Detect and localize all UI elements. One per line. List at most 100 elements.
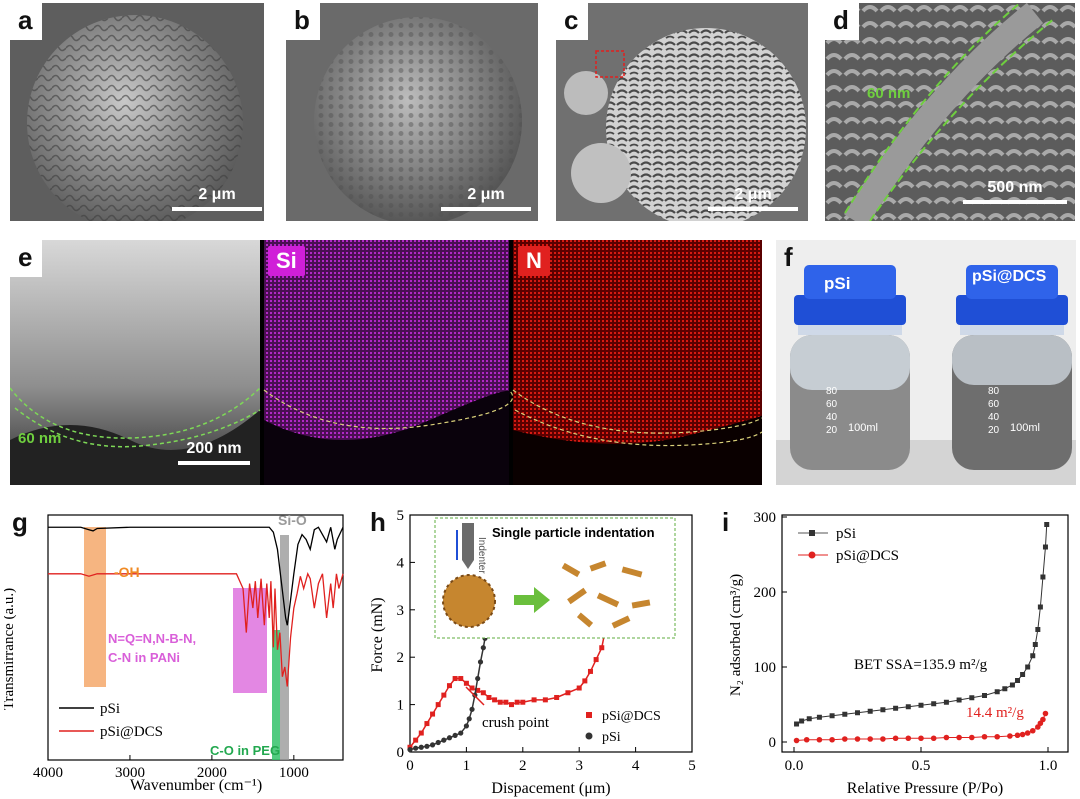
scale-bar-label: 200 nm: [186, 440, 242, 457]
h-point-psi-dcs: [587, 668, 593, 674]
bet-ssa-psi: BET SSA=135.9 m²/g: [854, 657, 988, 673]
h-point-psi: [458, 730, 464, 736]
i-point-psi: [806, 716, 812, 722]
panel-label: f: [784, 242, 793, 272]
h-point-psi-dcs: [441, 692, 447, 698]
h-point-psi-dcs: [463, 680, 469, 686]
i-point-psi: [867, 708, 873, 714]
panel-g-ftir-chart: 4000 3000 2000 1000 Transmirrance (a.u.) Wa…: [4, 505, 350, 799]
thickness-label: 60 nm: [18, 430, 62, 447]
crush-point-label: crush point: [482, 715, 550, 731]
intact-particle-icon: [443, 575, 495, 627]
h-point-psi-dcs: [430, 711, 436, 717]
scale-bar-label: 2 μm: [467, 186, 505, 203]
i-point-psi: [842, 711, 848, 717]
h-point-psi: [452, 732, 458, 739]
h-y-tick-label: 3: [397, 603, 405, 619]
i-point-psi-dcs: [854, 736, 861, 742]
bottle-volume-left: 100ml: [848, 422, 878, 434]
indentation-chart: 0 1 2 3 4 5 0 1 2 3 4 5 Indenter Single particle in…: [369, 508, 696, 797]
h-point-psi: [469, 706, 475, 712]
i-y-axis-label: N₂ adsorbed (cm³/g): [728, 574, 744, 696]
i-point-psi: [855, 710, 860, 716]
thickness-label: 60 nm: [867, 85, 911, 102]
i-x-tick-label: 0.0: [785, 758, 804, 774]
i-point-psi-dcs: [803, 736, 810, 743]
bottle-label-psi-dcs: pSi@DCS: [972, 268, 1047, 285]
i-point-psi-dcs: [842, 736, 848, 742]
panel-b-sem-image: b 2 μm: [286, 3, 538, 221]
i-point-psi: [794, 721, 800, 727]
g-x-axis-label: Wavenumber (cm⁻¹): [130, 777, 262, 794]
g-y-axis-label: Transmirrance (a.u.): [4, 588, 17, 710]
bet-ssa-psi-dcs: 14.4 m²/g: [966, 705, 1024, 721]
scale-bar-label: 2 μm: [734, 186, 772, 203]
g-series-line-0: [48, 526, 344, 626]
scale-bar: 500 nm: [963, 179, 1067, 204]
i-point-psi-dcs: [969, 734, 975, 741]
h-point-psi-dcs: [446, 683, 452, 689]
i-point-psi-dcs: [956, 734, 962, 741]
si-map-tag: Si: [268, 246, 305, 276]
peak-n-label-2: C-N in PANi: [108, 650, 180, 665]
h-point-psi-dcs: [514, 699, 520, 705]
h-x-tick-label: 0: [406, 758, 414, 774]
i-point-psi-dcs: [905, 735, 912, 742]
bet-chart: 0.0 0.5 1.0 0 100 200 300 pSi pSi@DCS BET SSA=…: [728, 510, 1069, 797]
indenter-label: Indenter: [476, 537, 487, 574]
i-point-psi-dcs: [943, 734, 950, 741]
h-point-psi-dcs: [593, 657, 599, 663]
i-point-psi: [1035, 627, 1041, 632]
i-series-line-0: [796, 524, 1048, 725]
h-x-tick-label: 1: [463, 758, 471, 774]
i-point-psi: [1002, 686, 1008, 692]
h-point-psi: [480, 645, 486, 651]
i-point-psi-dcs: [1014, 732, 1021, 739]
i-point-psi-dcs: [918, 735, 924, 742]
peak-n-label-1: N=Q=N,N-B-N,: [108, 631, 196, 646]
h-point-psi: [429, 742, 436, 748]
g-x-tick-label: 4000: [33, 765, 63, 781]
h-point-psi: [418, 744, 424, 750]
h-point-psi-dcs: [492, 697, 498, 703]
i-point-psi-dcs: [1007, 733, 1013, 739]
h-y-tick-label: 5: [397, 508, 405, 524]
sem-cross-section-c: [556, 3, 808, 221]
h-point-psi-dcs: [520, 699, 526, 705]
i-point-psi-dcs: [981, 733, 988, 740]
band-sio: [280, 535, 289, 760]
h-point-psi-dcs: [565, 690, 571, 696]
i-point-psi: [816, 714, 822, 720]
i-point-psi: [829, 713, 835, 719]
i-point-psi: [1044, 522, 1050, 527]
h-point-psi: [407, 747, 413, 753]
i-legend-marker-psi-dcs: [808, 551, 816, 559]
h-y-tick-label: 1: [397, 698, 405, 714]
panel-d-sem-image: d 60 nm 500 nm: [825, 3, 1075, 221]
h-point-psi-dcs: [475, 687, 481, 693]
h-point-psi: [477, 659, 484, 665]
i-point-psi: [880, 707, 886, 713]
i-point-psi: [931, 701, 937, 707]
scale-bar: 2 μm: [172, 186, 262, 211]
i-point-psi-dcs: [880, 736, 886, 742]
h-point-psi: [446, 735, 453, 741]
band-n: [233, 588, 267, 693]
i-point-psi: [956, 697, 962, 703]
i-legend-marker-psi: [809, 530, 815, 536]
g-legend-psi: pSi: [100, 701, 120, 717]
panel-label: g: [12, 507, 28, 537]
panel-label: d: [825, 3, 859, 40]
crush-arrow-icon: [465, 686, 485, 706]
i-point-psi-dcs: [994, 733, 1000, 740]
i-point-psi: [1032, 642, 1038, 647]
h-y-axis-label: Force (mN): [369, 597, 386, 672]
i-point-psi: [1037, 604, 1043, 610]
i-y-tick-label: 100: [754, 660, 777, 676]
panel-c-sem-image: c 2 μm: [556, 3, 808, 221]
bottle-volume-right: 100ml: [1010, 422, 1040, 434]
h-y-tick-label: 2: [397, 650, 405, 666]
h-point-psi: [441, 737, 447, 743]
i-point-psi: [994, 689, 1000, 695]
h-point-psi-dcs: [469, 685, 475, 691]
